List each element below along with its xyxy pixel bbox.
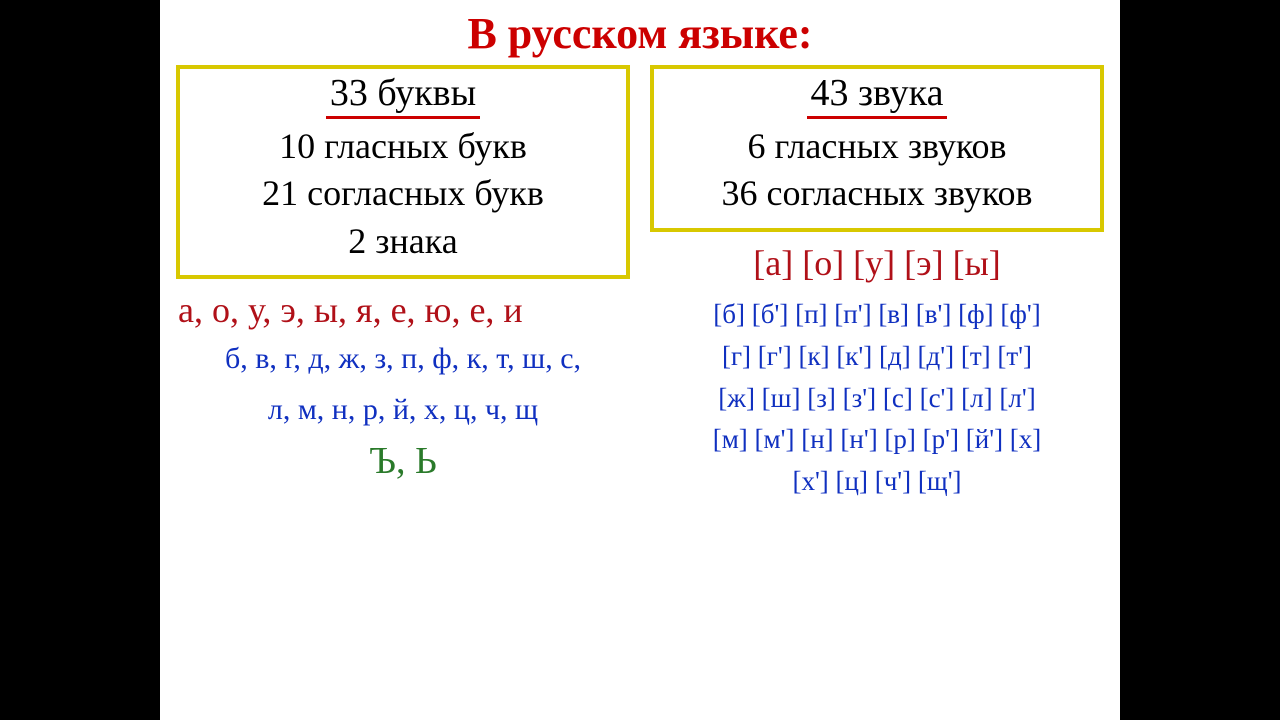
letters-box-body: 10 гласных букв 21 согласных букв 2 знак… — [190, 123, 616, 266]
consonant-sounds-line-1: [б] [б'] [п] [п'] [в] [в'] [ф] [ф'] — [650, 294, 1104, 336]
vowel-sounds-list: [а] [о] [у] [э] [ы] — [650, 242, 1104, 284]
consonant-letters-list: б, в, г, д, ж, з, п, ф, к, т, ш, с, л, м… — [176, 333, 630, 435]
letters-line-3: 2 знака — [190, 218, 616, 266]
consonant-letters-line-1: б, в, г, д, ж, з, п, ф, к, т, ш, с, — [176, 333, 630, 384]
vowel-letters-list: а, о, у, э, ы, я, е, ю, е, и — [176, 289, 630, 331]
columns: 33 буквы 10 гласных букв 21 согласных бу… — [176, 65, 1104, 503]
sounds-line-2: 36 согласных звуков — [664, 170, 1090, 218]
consonant-sounds-line-3: [ж] [ш] [з] [з'] [с] [с'] [л] [л'] — [650, 378, 1104, 420]
letters-line-1: 10 гласных букв — [190, 123, 616, 171]
signs-list: Ъ, Ь — [176, 439, 630, 483]
consonant-letters-line-2: л, м, н, р, й, х, ц, ч, щ — [176, 384, 630, 435]
sounds-line-1: 6 гласных звуков — [664, 123, 1090, 171]
page-title: В русском языке: — [176, 8, 1104, 59]
sounds-box-body: 6 гласных звуков 36 согласных звуков — [664, 123, 1090, 218]
right-column: 43 звука 6 гласных звуков 36 согласных з… — [650, 65, 1104, 503]
letters-line-2: 21 согласных букв — [190, 170, 616, 218]
consonant-sounds-line-2: [г] [г'] [к] [к'] [д] [д'] [т] [т'] — [650, 336, 1104, 378]
consonant-sounds-line-4: [м] [м'] [н] [н'] [р] [р'] [й'] [х] — [650, 419, 1104, 461]
left-column: 33 буквы 10 гласных букв 21 согласных бу… — [176, 65, 630, 503]
sounds-box-head: 43 звука — [807, 73, 948, 119]
consonant-sounds-line-5: [х'] [ц] [ч'] [щ'] — [650, 461, 1104, 503]
content-page: В русском языке: 33 буквы 10 гласных бук… — [160, 0, 1120, 720]
consonant-sounds-list: [б] [б'] [п] [п'] [в] [в'] [ф] [ф'] [г] … — [650, 294, 1104, 503]
letters-box: 33 буквы 10 гласных букв 21 согласных бу… — [176, 65, 630, 279]
letters-box-head: 33 буквы — [326, 73, 480, 119]
sounds-box: 43 звука 6 гласных звуков 36 согласных з… — [650, 65, 1104, 232]
